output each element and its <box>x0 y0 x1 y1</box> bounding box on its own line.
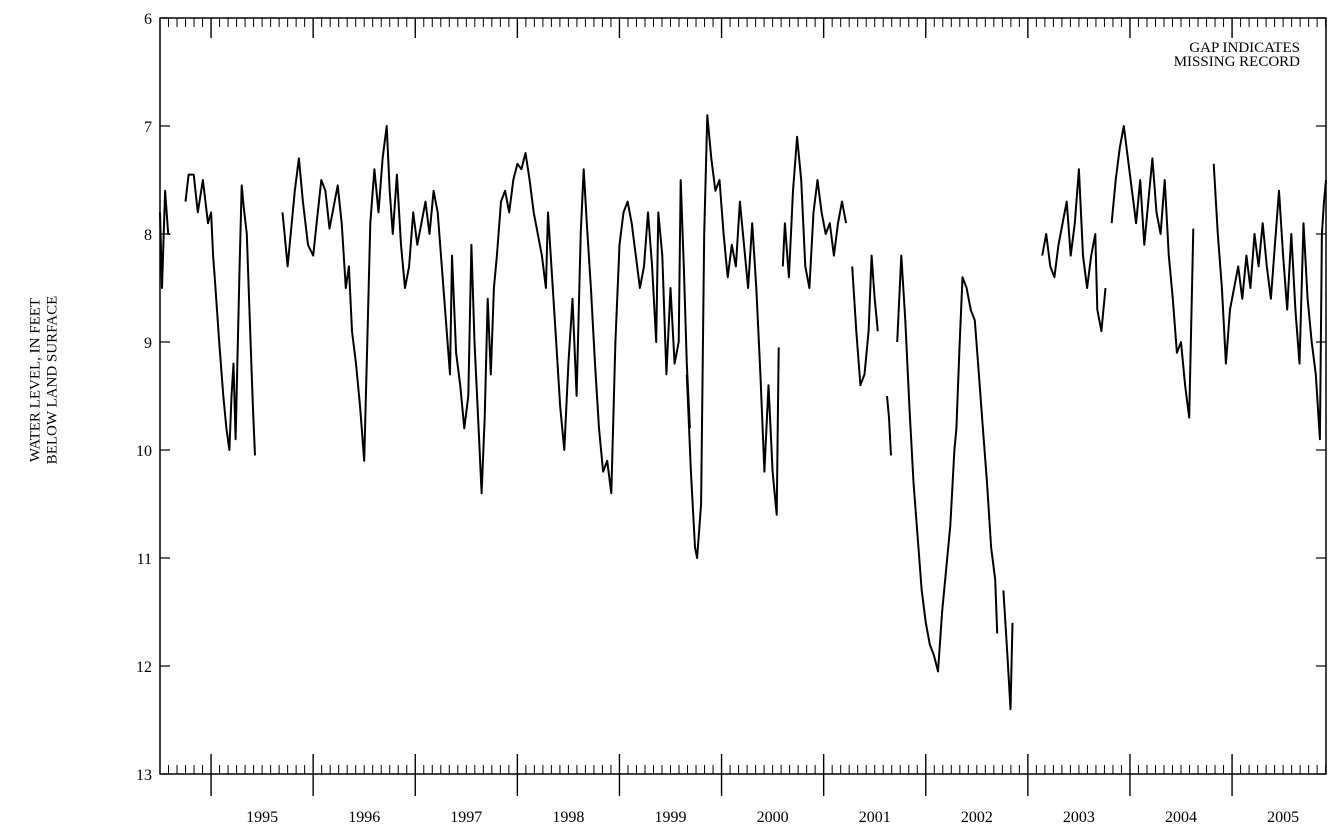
series-segment <box>886 395 892 456</box>
x-tick-label: 1998 <box>552 809 584 826</box>
x-tick-label: 2004 <box>1165 809 1197 826</box>
series-segment <box>184 173 256 456</box>
gap-note-line-1: GAP INDICATES <box>1189 40 1300 56</box>
series-segment <box>685 114 780 559</box>
plot-frame <box>159 17 1327 775</box>
y-tick-label: 8 <box>144 227 152 244</box>
series-segment <box>1110 125 1195 419</box>
series-segment <box>159 189 171 289</box>
series-segment <box>1002 590 1014 711</box>
x-tick-label: 1996 <box>348 809 380 826</box>
y-tick-label: 7 <box>144 119 152 136</box>
y-tick-label: 13 <box>136 767 152 784</box>
y-tick-label: 11 <box>137 551 152 568</box>
x-tick-label: 1997 <box>450 809 482 826</box>
x-tick-label: 2002 <box>961 809 993 826</box>
series-segment <box>896 254 999 673</box>
y-axis: 6 7 8 9 10 11 12 13 <box>136 11 1326 784</box>
x-tick-label: 2003 <box>1063 809 1095 826</box>
x-tick-label: 1995 <box>246 809 278 826</box>
x-axis: 1995 1996 1997 1998 1999 2000 2001 2002 2003 2004… <box>159 18 1327 826</box>
x-tick-label: 2000 <box>757 809 789 826</box>
series-segment <box>851 254 879 387</box>
series-segment <box>781 135 848 289</box>
y-tick-label: 9 <box>144 335 152 352</box>
y-tick-label: 6 <box>144 11 152 28</box>
x-tick-label: 1999 <box>655 809 687 826</box>
gap-note: GAP INDICATES MISSING RECORD <box>1174 40 1300 70</box>
data-series <box>159 114 1327 711</box>
x-tick-label: 2001 <box>859 809 891 826</box>
series-segment <box>281 125 691 495</box>
y-tick-label: 10 <box>136 443 152 460</box>
x-tick-label: 2005 <box>1267 809 1299 826</box>
series-segment <box>1212 163 1327 441</box>
y-tick-label: 12 <box>136 659 152 676</box>
gap-note-line-2: MISSING RECORD <box>1174 54 1300 70</box>
series-segment <box>1041 168 1107 333</box>
